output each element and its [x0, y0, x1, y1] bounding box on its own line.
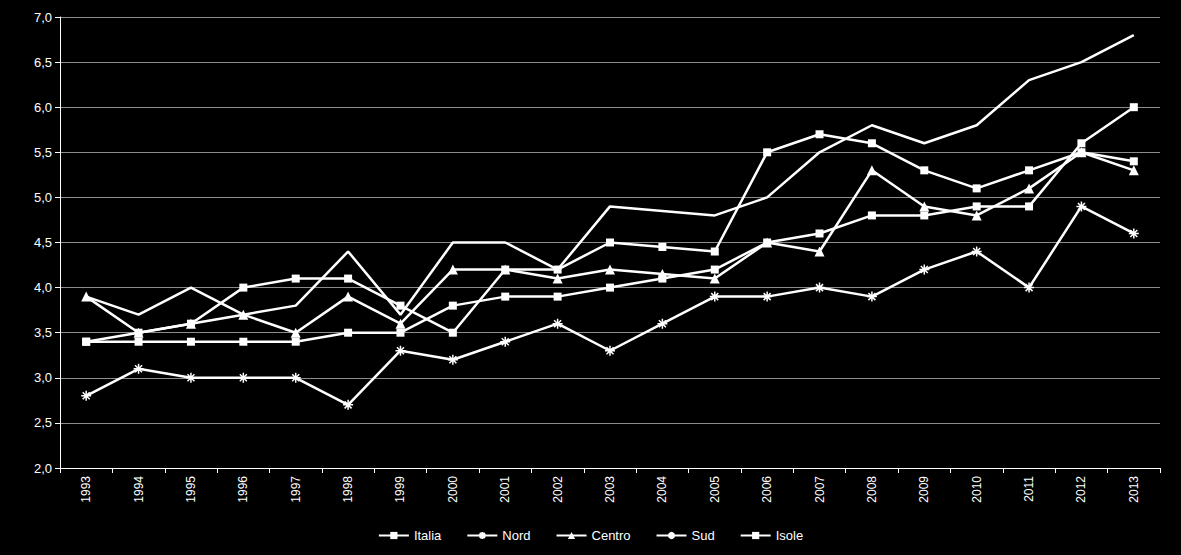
svg-text:2013: 2013 — [1127, 476, 1141, 503]
svg-text:4,5: 4,5 — [34, 235, 52, 250]
svg-text:6,5: 6,5 — [34, 55, 52, 70]
svg-text:1995: 1995 — [184, 476, 198, 503]
svg-text:2,0: 2,0 — [34, 461, 52, 476]
svg-text:2003: 2003 — [603, 476, 617, 503]
svg-text:Italia: Italia — [414, 528, 442, 543]
svg-text:2011: 2011 — [1022, 476, 1036, 502]
svg-text:5,5: 5,5 — [34, 145, 52, 160]
svg-text:2009: 2009 — [917, 476, 931, 503]
svg-text:2,5: 2,5 — [34, 415, 52, 430]
svg-text:Centro: Centro — [592, 528, 631, 543]
svg-text:1996: 1996 — [236, 476, 250, 503]
svg-text:2006: 2006 — [760, 476, 774, 503]
svg-text:Sud: Sud — [692, 528, 715, 543]
svg-text:1999: 1999 — [393, 476, 407, 503]
svg-text:7,0: 7,0 — [34, 10, 52, 25]
svg-text:2005: 2005 — [708, 476, 722, 503]
svg-text:1993: 1993 — [79, 476, 93, 503]
svg-text:4,0: 4,0 — [34, 280, 52, 295]
svg-text:1994: 1994 — [132, 476, 146, 503]
svg-text:3,0: 3,0 — [34, 370, 52, 385]
svg-text:2010: 2010 — [970, 476, 984, 503]
svg-text:3,5: 3,5 — [34, 325, 52, 340]
svg-text:2002: 2002 — [551, 476, 565, 503]
svg-text:2000: 2000 — [446, 476, 460, 503]
svg-text:6,0: 6,0 — [34, 100, 52, 115]
svg-text:2008: 2008 — [865, 476, 879, 503]
svg-text:2004: 2004 — [655, 476, 669, 503]
svg-text:2007: 2007 — [813, 476, 827, 503]
svg-text:1998: 1998 — [341, 476, 355, 503]
svg-text:2012: 2012 — [1074, 476, 1088, 503]
svg-text:2001: 2001 — [498, 476, 512, 503]
svg-text:Isole: Isole — [776, 528, 803, 543]
svg-text:5,0: 5,0 — [34, 190, 52, 205]
svg-text:Nord: Nord — [502, 528, 530, 543]
svg-text:1997: 1997 — [289, 476, 303, 503]
